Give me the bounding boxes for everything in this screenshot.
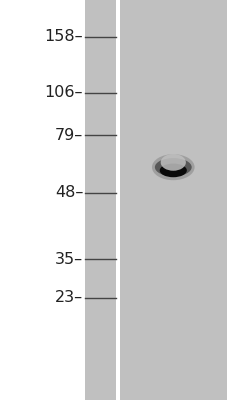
- Text: 79–: 79–: [55, 128, 83, 143]
- Text: 106–: 106–: [44, 85, 83, 100]
- Text: 23–: 23–: [55, 290, 83, 306]
- Text: 158–: 158–: [44, 29, 83, 44]
- Ellipse shape: [160, 154, 185, 171]
- Bar: [85, 0, 227, 400]
- Text: 35–: 35–: [55, 252, 83, 267]
- Ellipse shape: [151, 154, 194, 180]
- Ellipse shape: [154, 158, 191, 176]
- Ellipse shape: [159, 164, 186, 177]
- Text: 48–: 48–: [55, 185, 83, 200]
- Bar: [115, 0, 119, 400]
